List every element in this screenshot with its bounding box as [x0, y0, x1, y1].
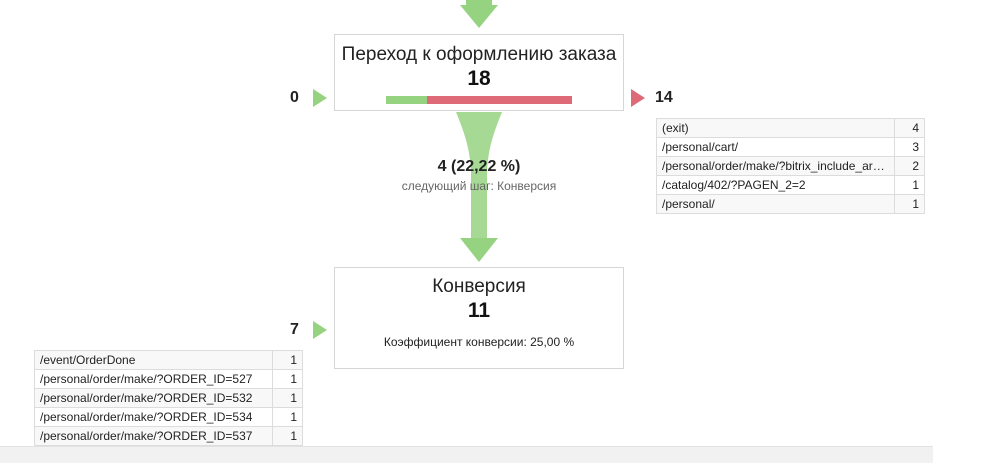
path-row[interactable]: /personal/order/make/?ORDER_ID=527 1 [34, 369, 303, 389]
path-row[interactable]: /personal/order/make/?ORDER_ID=537 1 [34, 426, 303, 446]
path-count: 4 [894, 118, 925, 138]
step1-entrance-arrow [313, 89, 327, 107]
step-title: Переход к оформлению заказа [341, 44, 617, 65]
path-count: 1 [272, 407, 303, 427]
step-title: Конверсия [432, 276, 526, 297]
transition-funnel-shape [456, 112, 502, 240]
path-count: 1 [272, 426, 303, 446]
path-row[interactable]: /catalog/402/?PAGEN_2=2 1 [656, 175, 925, 195]
transition-label: 4 (22,22 %) следующий шаг: Конверсия [349, 158, 609, 193]
step2-entrances-count: 7 [290, 321, 299, 338]
conversion-rate: Коэффициент конверсии: 25,00 % [383, 335, 575, 349]
path-row[interactable]: /personal/1 [656, 194, 925, 214]
path-row[interactable]: /event/OrderDone 1 [34, 350, 303, 370]
path-count: 1 [272, 388, 303, 408]
continue-ratio-bar [386, 96, 427, 104]
exit-ratio-bar [427, 96, 572, 104]
step1-exit-arrow [631, 89, 645, 107]
path-url[interactable]: /personal/order/make/?ORDER_ID=537 [34, 426, 273, 446]
step1-exits-count[interactable]: 14 [655, 89, 673, 106]
path-url[interactable]: /personal/order/make/?bitrix_include_are… [656, 156, 895, 176]
step-box-checkout[interactable]: Переход к оформлению заказа 18 [334, 34, 624, 111]
path-count: 3 [894, 137, 925, 157]
path-url[interactable]: /personal/order/make/?ORDER_ID=532 [34, 388, 273, 408]
transition-arrow [460, 238, 498, 262]
path-url[interactable]: /personal/ [656, 194, 895, 214]
horizontal-scrollbar[interactable] [0, 446, 933, 463]
step-box-conversion[interactable]: Конверсия 11 Коэффициент конверсии: 25,0… [334, 267, 624, 369]
path-url[interactable]: /personal/cart/ [656, 137, 895, 157]
path-count: 1 [272, 369, 303, 389]
path-row[interactable]: /personal/order/make/?bitrix_include_are… [656, 156, 925, 176]
entrance-paths-table: /event/OrderDone 1/personal/order/make/?O… [34, 350, 303, 446]
path-count: 2 [894, 156, 925, 176]
path-url[interactable]: /personal/order/make/?ORDER_ID=534 [34, 407, 273, 427]
path-row[interactable]: /personal/order/make/?ORDER_ID=534 1 [34, 407, 303, 427]
path-url[interactable]: /personal/order/make/?ORDER_ID=527 [34, 369, 273, 389]
incoming-flow-arrow [460, 5, 498, 28]
transition-count: 4 (22,22 %) [437, 158, 521, 175]
path-count: 1 [894, 194, 925, 214]
step-visits-count: 18 [467, 67, 491, 90]
path-count: 1 [894, 175, 925, 195]
path-url[interactable]: /catalog/402/?PAGEN_2=2 [656, 175, 895, 195]
path-url[interactable]: /event/OrderDone [34, 350, 273, 370]
step-visits-count: 11 [467, 299, 491, 322]
path-row[interactable]: /personal/cart/3 [656, 137, 925, 157]
exit-paths-table: (exit) 4/personal/cart/3/personal/order/m… [656, 118, 925, 214]
incoming-flow-stem [466, 0, 492, 8]
path-count: 1 [272, 350, 303, 370]
step2-entrance-arrow [313, 321, 327, 339]
step1-entrances-count: 0 [290, 89, 299, 106]
path-row[interactable]: (exit) 4 [656, 118, 925, 138]
path-url[interactable]: (exit) [656, 118, 895, 138]
path-row[interactable]: /personal/order/make/?ORDER_ID=532 1 [34, 388, 303, 408]
transition-next-step: следующий шаг: Конверсия [401, 179, 557, 193]
